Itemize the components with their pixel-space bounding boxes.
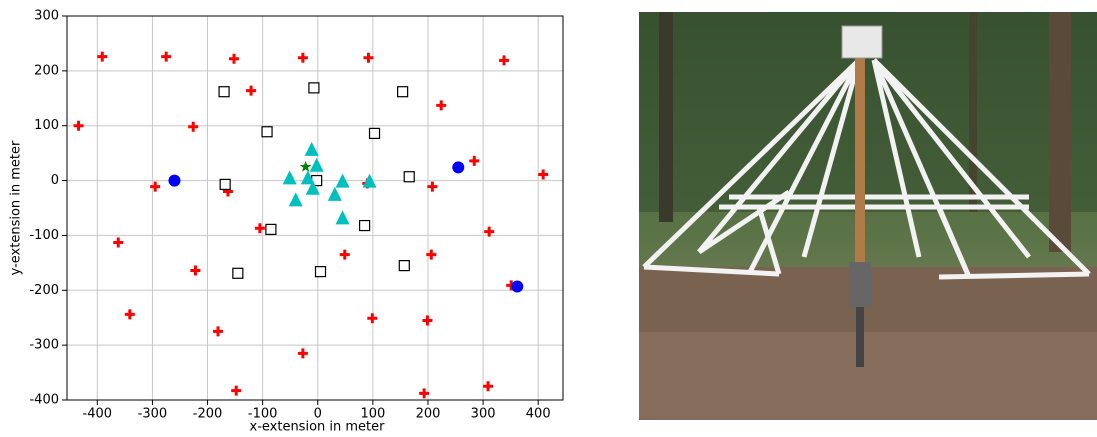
circle-marker (168, 174, 181, 187)
triangle-marker (362, 173, 377, 188)
square-marker (314, 266, 327, 278)
square-marker (261, 126, 273, 138)
square-marker (368, 127, 381, 139)
antenna-photo (639, 12, 1097, 420)
plus-marker (484, 226, 495, 237)
plus-marker (246, 85, 257, 96)
y-tick-label: 100 (34, 118, 59, 133)
y-tick-label: -400 (29, 393, 59, 408)
plus-marker (188, 121, 199, 132)
plus-marker (339, 249, 350, 260)
plus-marker (499, 55, 510, 66)
circle-marker (452, 161, 465, 174)
plus-marker (363, 52, 374, 63)
square-marker (219, 178, 231, 191)
plus-marker (483, 381, 494, 392)
x-axis-label: x-extension in meter (250, 420, 386, 435)
plus-marker (469, 155, 480, 166)
plus-marker (297, 52, 308, 63)
square-marker (403, 171, 415, 183)
plus-marker (427, 181, 438, 192)
y-axis-label: y-extension in meter (9, 140, 24, 275)
star-marker (299, 160, 312, 172)
plus-marker (228, 53, 239, 64)
triangle-marker (335, 210, 350, 225)
triangle-marker (300, 170, 315, 185)
plus-marker (297, 348, 308, 359)
square-marker (232, 267, 244, 279)
plus-marker (426, 249, 437, 260)
square-marker (308, 82, 320, 94)
chart: x-extension in meter y-extension in mete… (9, 9, 564, 435)
plus-marker (436, 100, 447, 111)
plus-marker (419, 388, 430, 399)
square-marker (397, 86, 409, 98)
x-tick-label: -200 (193, 407, 223, 422)
plus-marker (150, 181, 161, 192)
square-marker (398, 260, 410, 272)
triangle-marker (304, 141, 319, 156)
y-tick-label: 0 (51, 173, 59, 188)
plot-frame (66, 15, 564, 401)
triangle-marker (282, 170, 297, 185)
x-tick-label: 200 (416, 407, 441, 422)
plus-marker (254, 223, 265, 234)
square-marker (218, 86, 230, 98)
y-tick-label: -200 (29, 283, 59, 298)
plus-marker (213, 326, 224, 337)
plus-marker (190, 265, 201, 276)
y-tick-label: -300 (29, 338, 59, 353)
x-tick-label: 0 (314, 407, 322, 422)
x-tick-label: 100 (360, 407, 385, 422)
plus-marker (73, 120, 84, 131)
plus-marker (231, 385, 242, 396)
plus-marker (538, 169, 549, 180)
square-marker (265, 223, 277, 235)
triangle-marker (288, 192, 303, 207)
plus-marker (161, 51, 172, 62)
triangle-marker (335, 173, 350, 188)
x-tick-label: -400 (83, 407, 113, 422)
triangle-marker (305, 180, 320, 195)
y-tick-label: -100 (29, 228, 59, 243)
x-tick-label: 300 (471, 407, 496, 422)
plus-marker (367, 313, 378, 324)
x-tick-label: -100 (248, 407, 278, 422)
triangle-marker (327, 186, 342, 201)
square-marker (359, 219, 371, 232)
plus-marker (422, 315, 433, 326)
plus-marker (97, 51, 108, 62)
y-tick-label: 300 (34, 9, 59, 24)
plus-marker (124, 309, 135, 320)
plus-marker (113, 237, 124, 248)
y-tick-label: 200 (34, 63, 59, 78)
triangle-marker (309, 157, 324, 172)
circle-marker (511, 280, 524, 293)
x-tick-label: -300 (138, 407, 168, 422)
x-tick-label: 400 (526, 407, 551, 422)
